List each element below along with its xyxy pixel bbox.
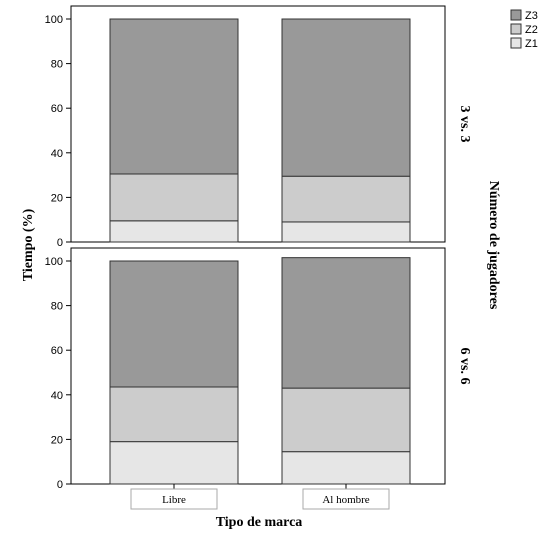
category-label-box xyxy=(130,488,218,510)
y-tick-label: 100 xyxy=(45,256,63,268)
legend-swatch-z3 xyxy=(510,9,522,21)
y-tick-label: 40 xyxy=(51,390,63,402)
y-tick-label: 20 xyxy=(51,434,63,446)
y-tick-label: 60 xyxy=(51,103,63,115)
bar-segment-z3 xyxy=(281,18,411,177)
y-tick-label: 20 xyxy=(51,192,63,204)
bar-segment-z2 xyxy=(281,175,411,223)
category-label: Libre xyxy=(162,494,186,506)
facet-axis-title: Número de jugadores xyxy=(486,181,501,310)
y-tick-label: 0 xyxy=(57,237,63,249)
legend-swatch-z2 xyxy=(510,23,522,35)
panel-frame-2 xyxy=(70,247,446,485)
legend-label: Z1 xyxy=(525,38,538,50)
bar-segment-z1 xyxy=(281,451,411,485)
bar-segment-z1 xyxy=(109,441,239,485)
y-tick-label: 0 xyxy=(57,479,63,491)
y-tick-label: 40 xyxy=(51,148,63,160)
bar-segment-z3 xyxy=(109,18,239,175)
x-axis-title: Tipo de marca xyxy=(216,515,303,530)
y-tick-label: 80 xyxy=(51,59,63,71)
panel-frame-1 xyxy=(70,5,446,243)
bar-segment-z2 xyxy=(109,386,239,443)
bar-segment-z3 xyxy=(109,260,239,388)
legend-label: Z3 xyxy=(525,10,538,22)
legend-label: Z2 xyxy=(525,24,538,36)
y-tick-label: 60 xyxy=(51,345,63,357)
bar-segment-z2 xyxy=(281,387,411,453)
facet-label: 6 vs. 6 xyxy=(457,348,472,385)
bar-segment-z1 xyxy=(281,221,411,243)
category-label: Al hombre xyxy=(322,494,369,506)
y-axis-title: Tiempo (%) xyxy=(21,208,36,281)
category-label-box xyxy=(302,488,390,510)
legend-swatch-z1 xyxy=(510,37,522,49)
bar-segment-z1 xyxy=(109,220,239,243)
y-tick-label: 80 xyxy=(51,301,63,313)
bar-segment-z2 xyxy=(109,173,239,222)
bar-segment-z3 xyxy=(281,257,411,389)
facet-label: 3 vs. 3 xyxy=(457,106,472,143)
y-tick-label: 100 xyxy=(45,14,63,26)
